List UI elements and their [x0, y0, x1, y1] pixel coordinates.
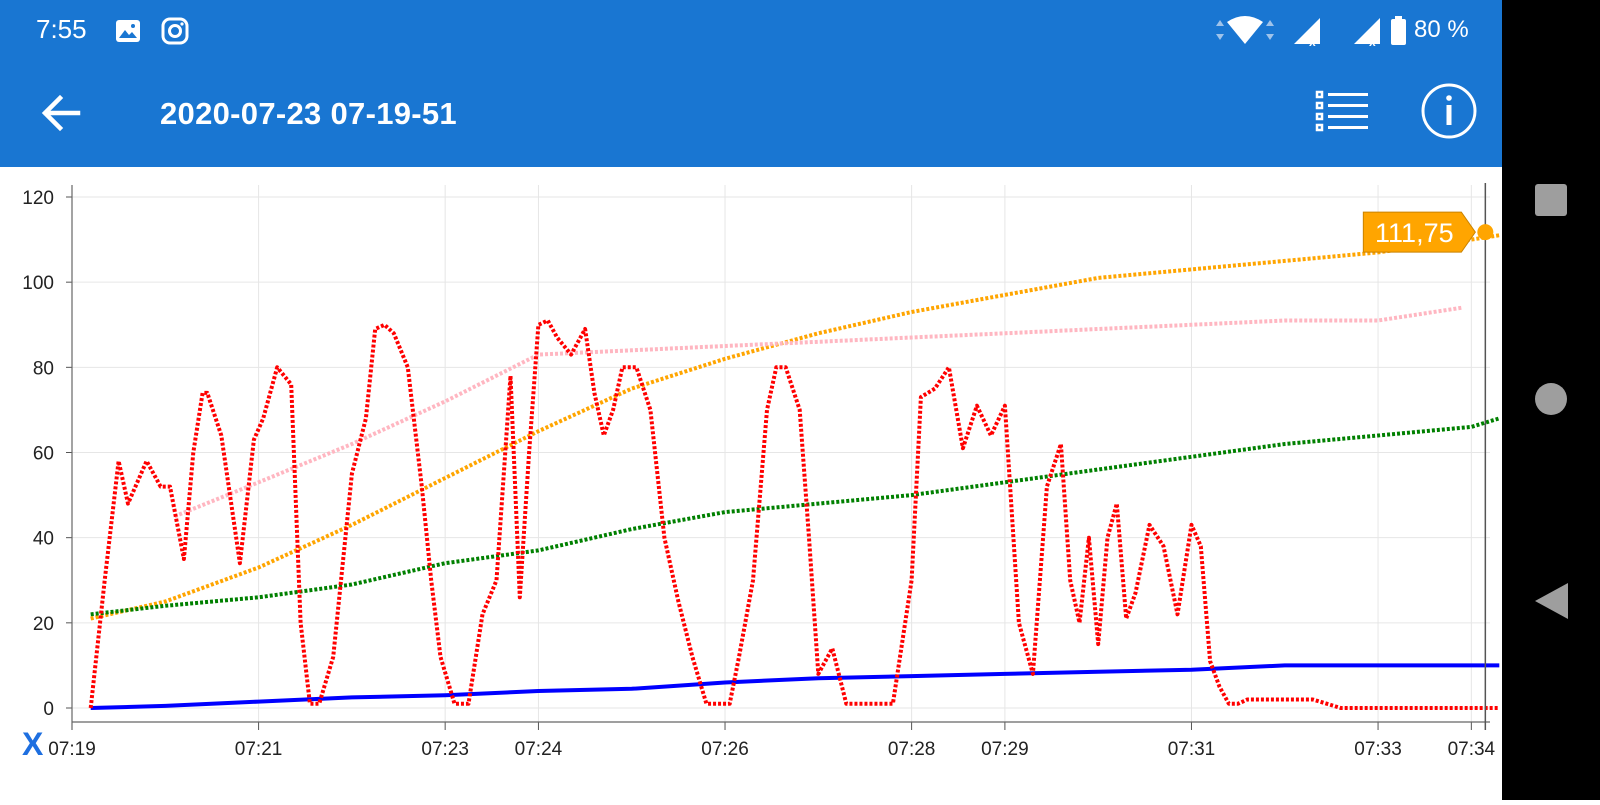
home-icon[interactable] [1534, 382, 1568, 416]
chart-series [88, 233, 1500, 710]
x-tick-label: 07:31 [1168, 739, 1216, 760]
battery-icon [1391, 16, 1406, 45]
y-tick-label: 120 [22, 188, 54, 209]
svg-text:x: x [1309, 35, 1316, 46]
y-tick-label: 100 [22, 273, 54, 294]
info-icon[interactable] [1420, 82, 1478, 140]
y-tick-label: 20 [33, 614, 54, 635]
series-line-4 [90, 663, 1500, 710]
signal-icon: x [1354, 18, 1380, 46]
x-tick-label: 07:26 [701, 739, 749, 760]
y-tick-label: 60 [33, 444, 54, 465]
recents-icon[interactable] [1534, 183, 1568, 217]
arrow-left-icon[interactable] [38, 90, 84, 136]
series-line-2 [173, 305, 1463, 519]
signal-icon: x [1294, 18, 1322, 46]
x-tick-label: 07:23 [421, 739, 469, 760]
line-chart[interactable]: 0 20 40 60 80 100 120 07:19 07:21 07:23 07:24 07:26… [0, 167, 1502, 800]
x-tick-label: 07:19 [48, 739, 96, 760]
status-bar: 7:55 x x 80 % [0, 0, 1502, 62]
x-tick-label: 07:24 [515, 739, 563, 760]
instagram-icon [161, 17, 189, 45]
x-tick-label: 07:21 [235, 739, 283, 760]
list-icon[interactable] [1314, 88, 1370, 134]
cursor-point [1477, 224, 1494, 241]
y-tick-label: 40 [33, 529, 54, 550]
x-tick-label: 07:28 [888, 739, 936, 760]
tooltip-value: 111,75 [1375, 218, 1454, 248]
chart-cursor: 111,75 [1362, 183, 1494, 730]
svg-text:x: x [1369, 35, 1376, 46]
image-icon [116, 20, 140, 42]
app-bar: 2020-07-23 07-19-51 [0, 62, 1502, 167]
x-axis-button[interactable]: X [22, 726, 44, 762]
x-tick-label: 07:34 [1448, 739, 1496, 760]
series-line-5 [88, 318, 1500, 710]
x-tick-label: 07:29 [981, 739, 1029, 760]
chart-axes: 0 20 40 60 80 100 120 07:19 07:21 07:23 07:24 07:26… [22, 185, 1496, 760]
page-title: 2020-07-23 07-19-51 [160, 96, 457, 131]
y-tick-label: 80 [33, 358, 54, 379]
wifi-icon [1216, 16, 1274, 44]
y-tick-label: 0 [43, 699, 54, 720]
status-time: 7:55 [36, 14, 87, 44]
system-nav-bar [1502, 0, 1600, 800]
tooltip-box [1362, 211, 1476, 253]
battery-percent: 80 % [1414, 16, 1469, 43]
series-line-1 [90, 233, 1500, 621]
chart-grid [71, 185, 1490, 722]
x-tick-label: 07:33 [1354, 739, 1402, 760]
back-nav-icon[interactable] [1534, 582, 1570, 620]
chart-area[interactable]: 0 20 40 60 80 100 120 07:19 07:21 07:23 07:24 07:26… [0, 167, 1502, 800]
series-line-3 [90, 416, 1500, 617]
